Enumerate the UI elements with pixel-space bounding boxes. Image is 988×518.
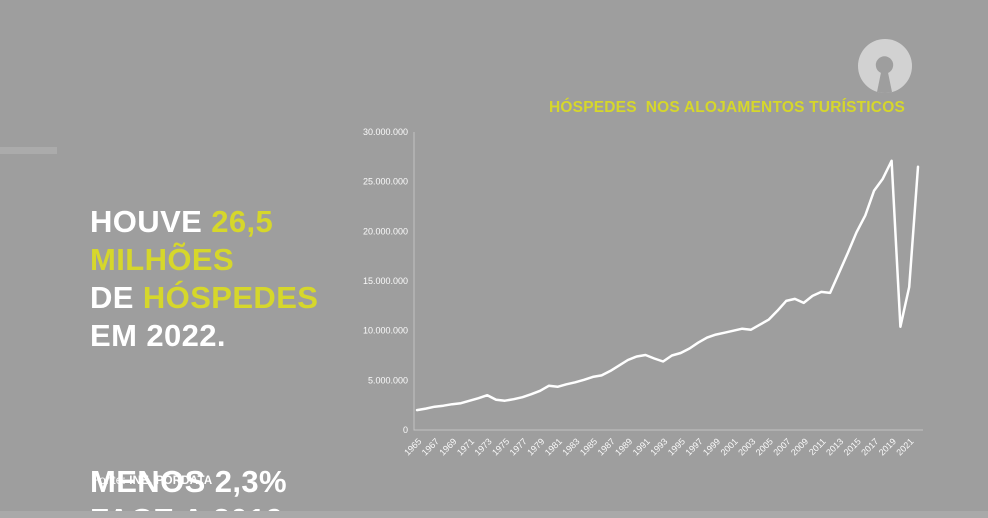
keyhole-logo-icon <box>858 39 912 93</box>
chart-axes <box>413 132 923 431</box>
headline-hospedes: HÓSPEDES <box>142 280 319 315</box>
x-tick-label: 2003 <box>736 436 757 457</box>
x-tick-label: 2019 <box>877 436 898 457</box>
y-tick-label: 20.000.000 <box>363 226 408 236</box>
bottom-strip <box>0 511 988 518</box>
y-tick-label: 5.000.000 <box>368 375 408 385</box>
x-tick-label: 1969 <box>437 436 458 457</box>
y-tick-label: 25.000.000 <box>363 177 408 187</box>
headline-menos: MENOS 2,3% <box>90 464 287 499</box>
series-line <box>415 159 920 412</box>
x-tick-label: 1989 <box>613 436 634 457</box>
x-tick-label: 1975 <box>490 436 511 457</box>
source-line: Fonte: INE, PORDATA <box>92 475 212 487</box>
x-tick-label: 2005 <box>754 436 775 457</box>
x-tick-label: 1999 <box>701 436 722 457</box>
x-tick-label: 1979 <box>525 436 546 457</box>
x-tick-label: 2007 <box>771 436 792 457</box>
x-tick-label: 1981 <box>543 436 564 457</box>
x-tick-label: 1987 <box>596 436 617 457</box>
x-tick-label: 1971 <box>455 436 476 457</box>
headline-main: HOUVE 26,5 MILHÕES DE HÓSPEDES EM 2022. <box>90 203 318 355</box>
headline: HOUVE 26,5 MILHÕES DE HÓSPEDES EM 2022. MEN… <box>90 127 318 518</box>
x-tick-label: 1991 <box>631 436 652 457</box>
x-tick-label: 1967 <box>420 436 441 457</box>
x-tick-label: 2009 <box>789 436 810 457</box>
x-tick-label: 2011 <box>807 436 828 457</box>
y-axis-labels: 0 5.000.000 10.000.000 15.000.000 20.000.000… <box>363 127 408 435</box>
x-tick-label: 1997 <box>683 436 704 457</box>
source-value: INE, PORDATA <box>129 475 213 487</box>
headline-houve: HOUVE <box>90 204 212 239</box>
x-tick-label: 2017 <box>859 436 880 457</box>
x-tick-label: 1985 <box>578 436 599 457</box>
x-tick-label: 1973 <box>472 436 493 457</box>
headline-de: DE <box>90 280 143 315</box>
x-tick-label: 2001 <box>719 436 740 457</box>
x-axis-labels: 1965196719691971197319751977197919811983… <box>402 436 915 457</box>
x-tick-label: 2021 <box>894 436 915 457</box>
x-tick-label: 2015 <box>842 436 863 457</box>
y-tick-label: 0 <box>403 425 408 435</box>
headline-em-2022: EM 2022. <box>90 318 226 353</box>
x-tick-label: 1983 <box>560 436 581 457</box>
chart-title: HÓSPEDES NOS ALOJAMENTOS TURÍSTICOS <box>549 99 905 116</box>
x-tick-label: 2013 <box>824 436 845 457</box>
guests-line <box>415 159 920 412</box>
x-tick-label: 1965 <box>402 436 423 457</box>
headline-milhoes: MILHÕES <box>90 242 235 277</box>
y-tick-label: 15.000.000 <box>363 276 408 286</box>
y-tick-label: 30.000.000 <box>363 127 408 137</box>
x-tick-label: 1977 <box>508 436 529 457</box>
left-accent-strip <box>0 147 57 154</box>
headline-value-26-5: 26,5 <box>211 204 274 239</box>
source-prefix: Fonte: <box>92 475 126 487</box>
x-tick-label: 1993 <box>648 436 669 457</box>
y-tick-label: 10.000.000 <box>363 326 408 336</box>
x-tick-label: 1995 <box>666 436 687 457</box>
